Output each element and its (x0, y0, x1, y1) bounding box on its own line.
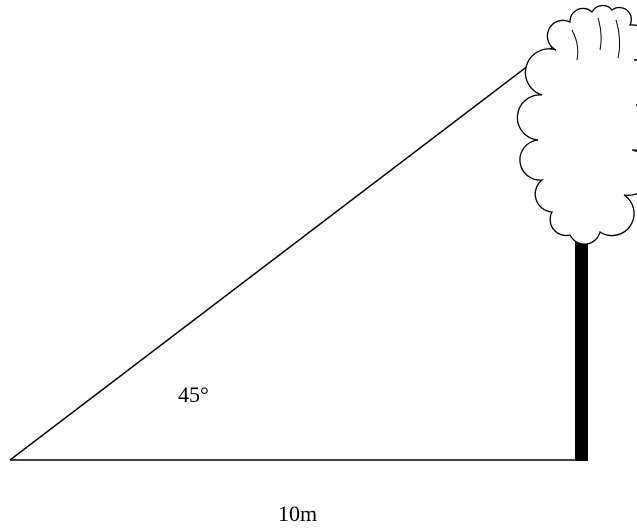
tree-crown (517, 6, 637, 245)
base-label: 10m (278, 501, 317, 525)
hypotenuse (10, 40, 562, 460)
angle-label: 45° (178, 382, 209, 407)
tree-trunk (575, 235, 588, 461)
diagram: 45° 10m (0, 0, 637, 525)
page: 45° 10m (() => { const data = JSON.parse… (0, 0, 637, 525)
